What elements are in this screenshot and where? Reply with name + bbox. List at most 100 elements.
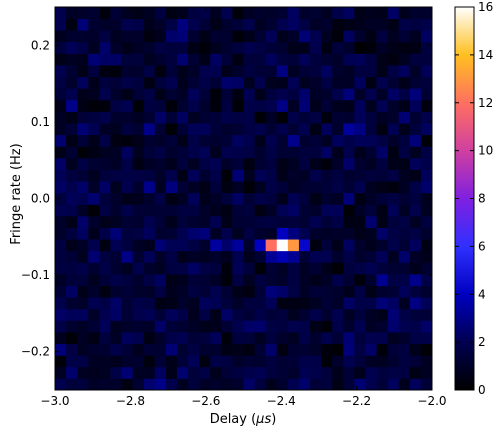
heatmap-cell (232, 157, 244, 170)
heatmap-cell (365, 169, 377, 182)
heatmap-cell (199, 134, 211, 147)
heatmap-cell (243, 204, 255, 217)
heatmap-cell (99, 331, 111, 344)
heatmap-cell (210, 308, 222, 321)
heatmap-cell (387, 285, 400, 298)
heatmap-cell (188, 297, 200, 310)
heatmap-cell (243, 273, 255, 286)
heatmap-cell (332, 7, 344, 20)
heatmap-cell (165, 378, 178, 391)
heatmap-cell (66, 285, 78, 298)
heatmap-cell (77, 239, 89, 252)
heatmap-cell (232, 65, 244, 78)
heatmap-cell (221, 41, 233, 54)
heatmap-cell (298, 88, 311, 101)
heatmap-cell (321, 123, 333, 136)
heatmap-cell (199, 18, 211, 31)
heatmap-cell (420, 18, 433, 31)
heatmap-cell (254, 65, 267, 78)
heatmap-cell (99, 169, 111, 182)
heatmap-cell (132, 239, 145, 252)
heatmap-cell (287, 53, 300, 66)
heatmap-cell (210, 111, 222, 124)
heatmap-cell (398, 123, 411, 136)
heatmap-cell (354, 53, 366, 66)
x-tick-label: −2.4 (267, 394, 296, 408)
heatmap-cell (176, 41, 189, 54)
heatmap-cell (221, 285, 233, 298)
heatmap-cell (265, 18, 278, 31)
heatmap-cell (243, 157, 255, 170)
heatmap-cell (376, 18, 389, 31)
heatmap-cell (321, 53, 333, 66)
heatmap-cell (365, 331, 377, 344)
heatmap-cell (77, 7, 89, 20)
heatmap-cell (55, 169, 67, 182)
heatmap-cell (232, 204, 244, 217)
heatmap-cell (420, 250, 433, 263)
heatmap-cell (66, 146, 78, 159)
heatmap-cell (110, 99, 122, 112)
heatmap-cell (99, 227, 111, 240)
heatmap-cell (332, 297, 344, 310)
heatmap-cell (110, 157, 122, 170)
heatmap-cell (188, 192, 200, 205)
heatmap-cell (88, 192, 100, 205)
heatmap-cell (210, 297, 222, 310)
heatmap-cell (332, 250, 344, 263)
heatmap-cell (321, 41, 333, 54)
heatmap-cell (298, 30, 311, 43)
heatmap-cell (121, 378, 134, 391)
heatmap-cell (321, 239, 333, 252)
heatmap-cell (55, 250, 67, 263)
heatmap-cell (420, 41, 433, 54)
heatmap-cell (77, 262, 89, 275)
heatmap-cell (276, 157, 289, 170)
heatmap-cell (199, 192, 211, 205)
heatmap-cell (298, 320, 311, 333)
heatmap-cell (332, 53, 344, 66)
heatmap-cell (188, 320, 200, 333)
heatmap-cell (188, 88, 200, 101)
heatmap-cell (310, 378, 322, 391)
heatmap-cell (254, 181, 267, 194)
heatmap-cell (398, 262, 411, 275)
heatmap-cell (398, 239, 411, 252)
heatmap-cell (287, 250, 300, 263)
heatmap-cell (199, 65, 211, 78)
heatmap-cell (276, 123, 289, 136)
heatmap-cell (88, 215, 100, 228)
heatmap-cell (387, 378, 400, 391)
heatmap-cell (254, 76, 267, 89)
heatmap-cell (154, 7, 167, 20)
heatmap-cell (132, 65, 145, 78)
heatmap-cell (221, 331, 233, 344)
heatmap-cell (88, 227, 100, 240)
heatmap-cell (265, 134, 278, 147)
heatmap-cell (387, 41, 400, 54)
heatmap-cell (343, 320, 355, 333)
heatmap-cell (143, 320, 156, 333)
heatmap-cell (132, 181, 145, 194)
heatmap-cell (199, 378, 211, 391)
heatmap-cell (165, 204, 178, 217)
heatmap-cell (332, 169, 344, 182)
x-axis-ticks: −3.0 −2.8 −2.6 −2.4 −2.2 −2.0 (40, 7, 447, 408)
heatmap-cell (55, 215, 67, 228)
heatmap-cell (409, 192, 422, 205)
heatmap-cell (188, 157, 200, 170)
heatmap-cell (121, 308, 134, 321)
heatmap-cell (276, 215, 289, 228)
heatmap-cell (365, 123, 377, 136)
heatmap-cell (276, 134, 289, 147)
heatmap-cell (66, 18, 78, 31)
heatmap-cell (221, 111, 233, 124)
heatmap-cell (154, 134, 167, 147)
heatmap-cell (165, 215, 178, 228)
heatmap-cell (376, 285, 389, 298)
heatmap-cell (132, 7, 145, 20)
heatmap-cell (310, 343, 322, 356)
heatmap-cell (199, 355, 211, 368)
heatmap-cell (210, 169, 222, 182)
heatmap-cell (88, 331, 100, 344)
